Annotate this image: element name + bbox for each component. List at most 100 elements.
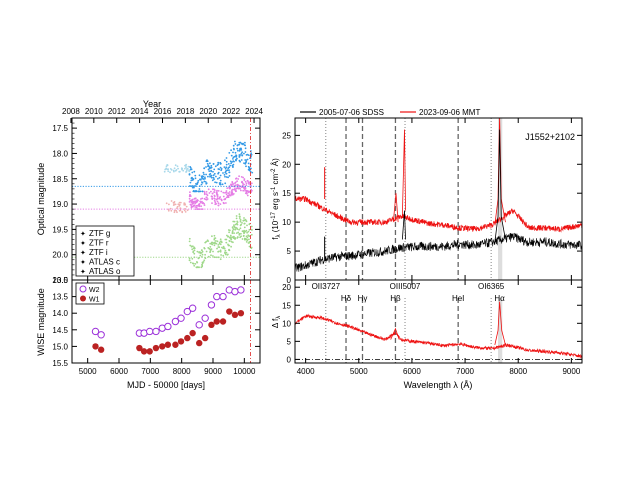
data-point <box>210 190 212 193</box>
data-point <box>246 231 249 234</box>
legend-label: 2023-09-06 MMT <box>419 108 480 117</box>
data-point <box>237 286 245 294</box>
spike <box>401 210 406 240</box>
data-point <box>224 249 227 252</box>
data-point <box>189 329 196 337</box>
data-point <box>186 209 189 212</box>
data-point <box>197 181 199 184</box>
data-point <box>194 263 197 265</box>
data-point <box>234 223 237 226</box>
top-tick-label: 2016 <box>154 107 172 116</box>
data-point <box>235 177 237 180</box>
data-point <box>201 181 204 184</box>
data-point <box>211 192 214 195</box>
data-point <box>190 245 193 248</box>
data-point <box>201 197 204 200</box>
y-tick-label: 5 <box>287 247 292 256</box>
data-point <box>185 170 188 173</box>
data-point <box>181 210 184 213</box>
data-point <box>232 147 235 150</box>
data-point <box>209 250 212 253</box>
data-point <box>216 256 218 259</box>
data-point <box>217 177 219 180</box>
data-point <box>172 169 175 172</box>
data-point <box>240 176 243 178</box>
data-point <box>219 203 222 206</box>
data-point <box>184 164 187 167</box>
data-point <box>243 229 246 232</box>
data-point <box>183 202 186 205</box>
data-point <box>231 183 233 186</box>
data-point <box>189 191 191 194</box>
data-point <box>198 266 201 269</box>
data-point <box>236 237 239 239</box>
x-tick-label: 10000 <box>233 367 256 376</box>
data-point <box>235 232 238 235</box>
data-point <box>198 251 201 253</box>
data-point <box>192 202 195 205</box>
data-point <box>194 174 197 177</box>
data-point <box>192 250 195 253</box>
data-point <box>232 144 235 147</box>
data-point <box>235 159 237 162</box>
data-point <box>240 189 242 192</box>
data-point <box>243 217 245 219</box>
data-point <box>213 242 215 245</box>
data-point <box>212 174 215 177</box>
data-point <box>235 154 238 157</box>
data-point <box>190 179 193 182</box>
data-point <box>230 245 233 248</box>
spectrum-legend: 2005-07-06 SDSS 2023-09-06 MMT <box>300 108 480 117</box>
data-point <box>212 255 214 257</box>
data-point <box>204 257 207 260</box>
data-point <box>215 240 217 242</box>
data-point <box>205 160 208 163</box>
data-point <box>213 168 216 171</box>
data-point <box>218 182 221 184</box>
data-point <box>224 167 227 170</box>
data-point <box>243 162 245 165</box>
data-point <box>228 152 231 154</box>
data-point <box>191 248 194 251</box>
data-point <box>227 229 230 231</box>
data-point <box>224 175 226 178</box>
data-point <box>193 252 196 255</box>
data-point <box>201 314 209 322</box>
y-tick-label: 25 <box>282 131 291 140</box>
data-point <box>189 244 192 247</box>
legend-label: W2 <box>89 287 100 294</box>
data-point <box>191 176 193 179</box>
data-point <box>234 140 236 143</box>
data-point <box>241 238 244 240</box>
halpha-band <box>498 298 503 363</box>
data-point <box>240 152 243 155</box>
data-point <box>225 191 228 194</box>
data-point <box>232 156 235 159</box>
halpha-band <box>498 118 503 280</box>
data-point <box>207 168 210 171</box>
data-point <box>217 161 220 164</box>
data-point <box>240 159 243 161</box>
data-point <box>232 241 234 244</box>
data-point <box>204 181 207 183</box>
data-point <box>174 203 177 206</box>
data-point <box>234 190 237 193</box>
data-point <box>213 191 216 194</box>
data-point <box>248 167 251 170</box>
data-point <box>191 171 194 174</box>
data-point <box>213 178 216 181</box>
data-point <box>232 151 234 154</box>
wise-ylabel: WISE magnitude <box>36 288 46 356</box>
data-point <box>167 209 170 212</box>
data-point <box>236 221 239 224</box>
data-point <box>166 168 169 171</box>
data-point <box>183 209 186 212</box>
y-tick-label: 20 <box>282 160 291 169</box>
data-point <box>184 334 191 342</box>
data-point <box>159 343 166 350</box>
data-point <box>232 237 235 240</box>
data-point <box>194 206 197 208</box>
data-point <box>205 182 208 185</box>
